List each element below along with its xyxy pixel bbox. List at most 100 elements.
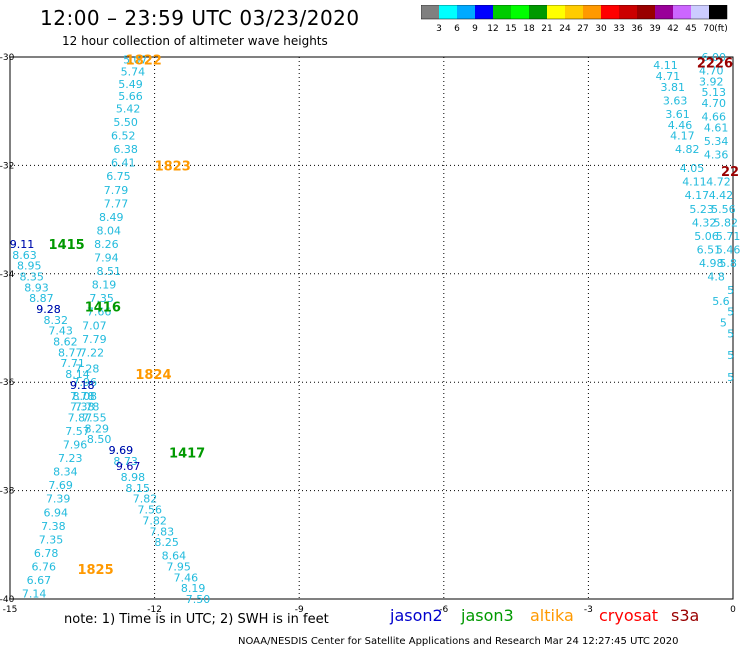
jason3-wave-height: 8.63	[12, 249, 37, 262]
altika-wave-height: 7.83	[150, 525, 175, 538]
legend-tick-label: 15	[505, 24, 516, 34]
y-tick-label: -32	[0, 161, 14, 171]
jason3-wave-height: 9.28	[36, 303, 61, 316]
altika-wave-height: 7.82	[142, 514, 167, 527]
track-time-label: 1417	[169, 447, 205, 462]
altika-wave-height: 8.26	[94, 238, 119, 251]
jason3-wave-height: 6.76	[31, 560, 56, 573]
track-time-label: 1415	[49, 238, 85, 253]
altika-wave-height: 7.77	[104, 197, 129, 210]
legend-tick-label: 12	[487, 24, 498, 34]
track-wave-height: 4.72	[706, 176, 731, 189]
altika-wave-height: 5.74	[121, 66, 146, 79]
jason3-wave-height: 7.23	[58, 452, 83, 465]
altika-wave-height: 8.73	[113, 455, 138, 468]
altika-wave-height: 8.19	[181, 582, 206, 595]
legend-swatch	[475, 5, 493, 19]
altika-wave-height: 7.66	[87, 306, 112, 319]
track-wave-height: 5.23	[689, 203, 714, 216]
page-title: 12:00 – 23:59 UTC 03/23/2020	[40, 6, 360, 30]
legend-swatch	[547, 5, 565, 19]
track-wave-height: 4.46	[668, 119, 693, 132]
altika-wave-height: 7.79	[104, 184, 129, 197]
x-tick-label: -6	[439, 605, 448, 615]
track-wave-height: 6.00	[701, 51, 726, 64]
jason3-wave-height: 6.78	[34, 547, 59, 560]
legend-swatch	[619, 5, 637, 19]
track-wave-height: 4.17	[670, 130, 695, 143]
legend-tick-label: 70	[703, 24, 715, 34]
legend-tick-label: 3	[436, 24, 442, 34]
jason3-wave-height: 8.35	[19, 271, 44, 284]
jason3-wave-height: 7.57	[65, 425, 90, 438]
legend-tick-label: 18	[523, 24, 535, 34]
legend-tick-label: 9	[472, 24, 478, 34]
track-wave-height: 4.82	[675, 143, 700, 156]
jason3-wave-height: 8.62	[53, 336, 78, 349]
track-wave-height: 5	[727, 371, 734, 384]
jason2-wave-height: 9.28	[36, 303, 61, 316]
track-wave-height: 4.11	[653, 59, 678, 72]
legend-tick-label: 33	[613, 24, 624, 34]
jason3-wave-height: 8.87	[29, 292, 54, 305]
track-wave-height: 6.51	[697, 243, 722, 256]
track-wave-height: 4.70	[699, 65, 724, 78]
track-time-label: 1416	[85, 300, 121, 315]
x-tick-label: -15	[3, 605, 18, 615]
altika-wave-height: 8.04	[97, 224, 122, 237]
legend-swatch	[493, 5, 511, 19]
wave-height-map: -15 -12 -9 -6 -3 0-30-32-34-36-38-405.075.745…	[0, 51, 740, 615]
altika-wave-height: 8.50	[87, 433, 112, 446]
altika-wave-height: 7.94	[94, 252, 119, 265]
jason2-wave-height: 9.18	[70, 379, 95, 392]
legend-swatch	[421, 5, 439, 19]
altika-wave-height: 5.07	[123, 54, 148, 67]
jason3-wave-height: 7.87	[68, 411, 93, 424]
legend-swatch	[655, 5, 673, 19]
jason3-wave-height: 8.95	[17, 260, 42, 273]
altika-wave-height: 7.28	[75, 363, 100, 376]
altika-wave-height: 7.46	[174, 571, 199, 584]
altika-wave-height: 8.49	[99, 211, 124, 224]
y-tick-label: -34	[0, 270, 15, 280]
altika-wave-height: 5.49	[118, 78, 143, 91]
altika-wave-height: 5.42	[116, 102, 141, 115]
altika-wave-height: 7.35	[89, 292, 114, 305]
jason3-wave-height: 7.71	[60, 357, 85, 370]
color-legend: 3 6 9 12 15 18 21 24 27 30 33 36 39 42 45 70 (ft)	[421, 5, 728, 34]
track-wave-height: 5.34	[704, 135, 729, 148]
track-wave-height: 5.56	[711, 203, 736, 216]
altika-wave-height: 7.82	[133, 493, 158, 506]
note-text: note: 1) Time is in UTC; 2) SWH is in fe…	[64, 612, 329, 627]
track-wave-height: 4.11	[682, 176, 707, 189]
jason3-wave-height: 7.35	[39, 533, 64, 546]
altika-wave-height: 7.78	[70, 390, 95, 403]
track-wave-height: 5.6	[712, 295, 730, 308]
altika-wave-height: 7.96	[72, 376, 97, 389]
jason3-wave-height: 9.18	[70, 379, 95, 392]
satellite-label-altika: altika	[530, 606, 574, 625]
jason3-wave-height: 7.69	[48, 479, 73, 492]
legend-tick-label: 45	[685, 24, 696, 34]
track-wave-height: 3.63	[663, 94, 688, 107]
track-wave-height: 5.71	[716, 230, 740, 243]
x-tick-label: -12	[147, 605, 162, 615]
legend-tick-label: 30	[595, 24, 607, 34]
track-wave-height: 4.98	[699, 257, 724, 270]
jason3-wave-height: 7.39	[46, 493, 71, 506]
track-wave-height: 5.06	[694, 230, 719, 243]
altika-wave-height: 8.64	[162, 550, 187, 563]
track-wave-height: 4.17	[685, 189, 710, 202]
altika-wave-height: 7.22	[80, 346, 105, 359]
map-frame	[9, 56, 734, 600]
legend-tick-label: 27	[577, 24, 588, 34]
jason3-wave-height: 8.32	[44, 314, 69, 327]
track-wave-height: 4.05	[680, 162, 705, 175]
track-wave-height: 4.32	[692, 216, 717, 229]
altika-wave-height: 8.15	[125, 482, 150, 495]
page-subtitle: 12 hour collection of altimeter wave hei…	[62, 34, 328, 48]
jason3-wave-height: 7.14	[22, 588, 47, 601]
satellite-label-s3a: s3a	[671, 606, 700, 625]
jason3-wave-height: 7.96	[63, 439, 88, 452]
track-time-label: 1825	[77, 563, 113, 578]
